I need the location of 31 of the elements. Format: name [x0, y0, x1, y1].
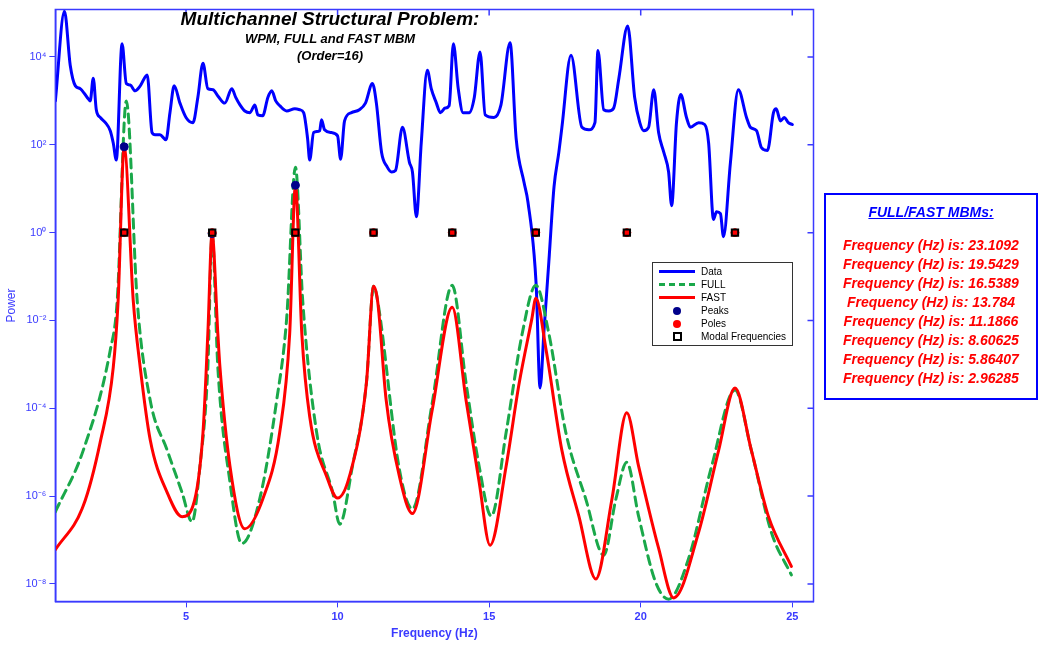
y-axis-title: Power [3, 288, 18, 323]
y-tick-label: 10⁻⁴ [25, 401, 47, 414]
legend-label: Data [701, 265, 723, 278]
y-tick-label: 10⁻⁸ [25, 576, 47, 589]
text: Frequency (Hz) is: 19.5429 [842, 255, 1020, 274]
x-tick-label: 15 [483, 610, 496, 623]
legend-label: FAST [701, 291, 727, 304]
text: Frequency (Hz) is: 13.784 [845, 293, 1017, 312]
text: Frequency (Hz) is: 8.60625 [842, 331, 1020, 350]
text: Frequency (Hz) is: 2.96285 [842, 369, 1020, 388]
legend-label: Modal Frequencies [701, 330, 787, 343]
legend-label: Peaks [701, 304, 729, 317]
text: Frequency (Hz) is: 23.1092 [842, 236, 1020, 255]
x-tick-label: 25 [786, 610, 799, 623]
x-tick-label: 5 [182, 610, 190, 623]
legend-label: FULL [701, 278, 726, 291]
text: Frequency (Hz) is: 11.1866 [842, 312, 1020, 331]
text: FULL/FAST MBMs: [867, 203, 995, 222]
text: Frequency (Hz) is: 5.86407 [842, 350, 1021, 369]
x-tick-label: 10 [331, 610, 344, 623]
x-axis-title: Frequency (Hz) [391, 626, 478, 641]
text: WPM, FULL and FAST MBM (Order=16) [243, 30, 417, 64]
y-tick-label: 10⁻² [26, 313, 47, 326]
y-tick-label: 10⁰ [30, 225, 47, 238]
chart-title: Multichannel Structural Problem: [179, 8, 481, 30]
y-tick-label: 10⁻⁶ [25, 489, 47, 502]
legend-label: Poles [701, 317, 727, 330]
x-tick-label: 20 [634, 610, 647, 623]
text: Frequency (Hz) is: 16.5389 [842, 274, 1020, 293]
y-tick-label: 10² [30, 137, 47, 150]
y-tick-label: 10⁴ [29, 50, 47, 63]
